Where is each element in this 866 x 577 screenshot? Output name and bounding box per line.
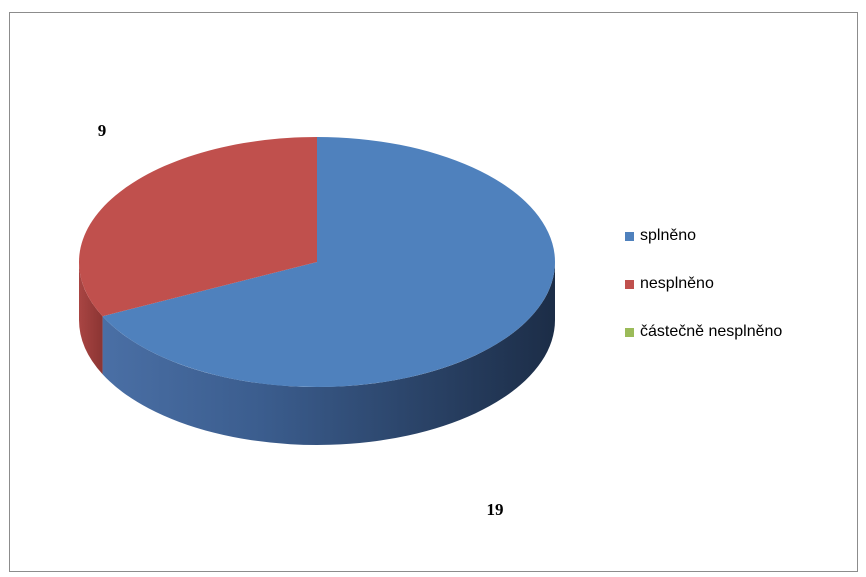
pie-slice-splneno	[102, 137, 556, 388]
legend-item-castecne-nesplneno: částečně nesplněno	[625, 322, 782, 342]
legend-swatch-nesplneno	[625, 279, 634, 289]
pie-side-nesplneno	[79, 262, 103, 375]
data-label-nesplneno: 9	[98, 121, 107, 140]
legend-label-castecne-nesplneno: částečně nesplněno	[640, 323, 783, 340]
legend-swatch-castecne-nesplneno	[625, 327, 634, 337]
pie-top-group	[79, 137, 556, 388]
data-label-splneno: 19	[487, 500, 504, 519]
legend-item-nesplneno: nesplněno	[625, 274, 782, 294]
data-label-group: 19 9	[98, 121, 504, 519]
pie-slice-nesplneno	[79, 137, 317, 317]
legend-label-nesplneno: nesplněno	[640, 275, 714, 292]
legend: splněno nesplněno částečně nesplněno	[625, 226, 782, 370]
legend-swatch-splneno	[625, 231, 634, 241]
pie-side-group	[79, 262, 556, 445]
legend-item-splneno: splněno	[625, 226, 782, 246]
pie-side-splneno	[102, 262, 556, 445]
legend-label-splneno: splněno	[640, 227, 697, 244]
